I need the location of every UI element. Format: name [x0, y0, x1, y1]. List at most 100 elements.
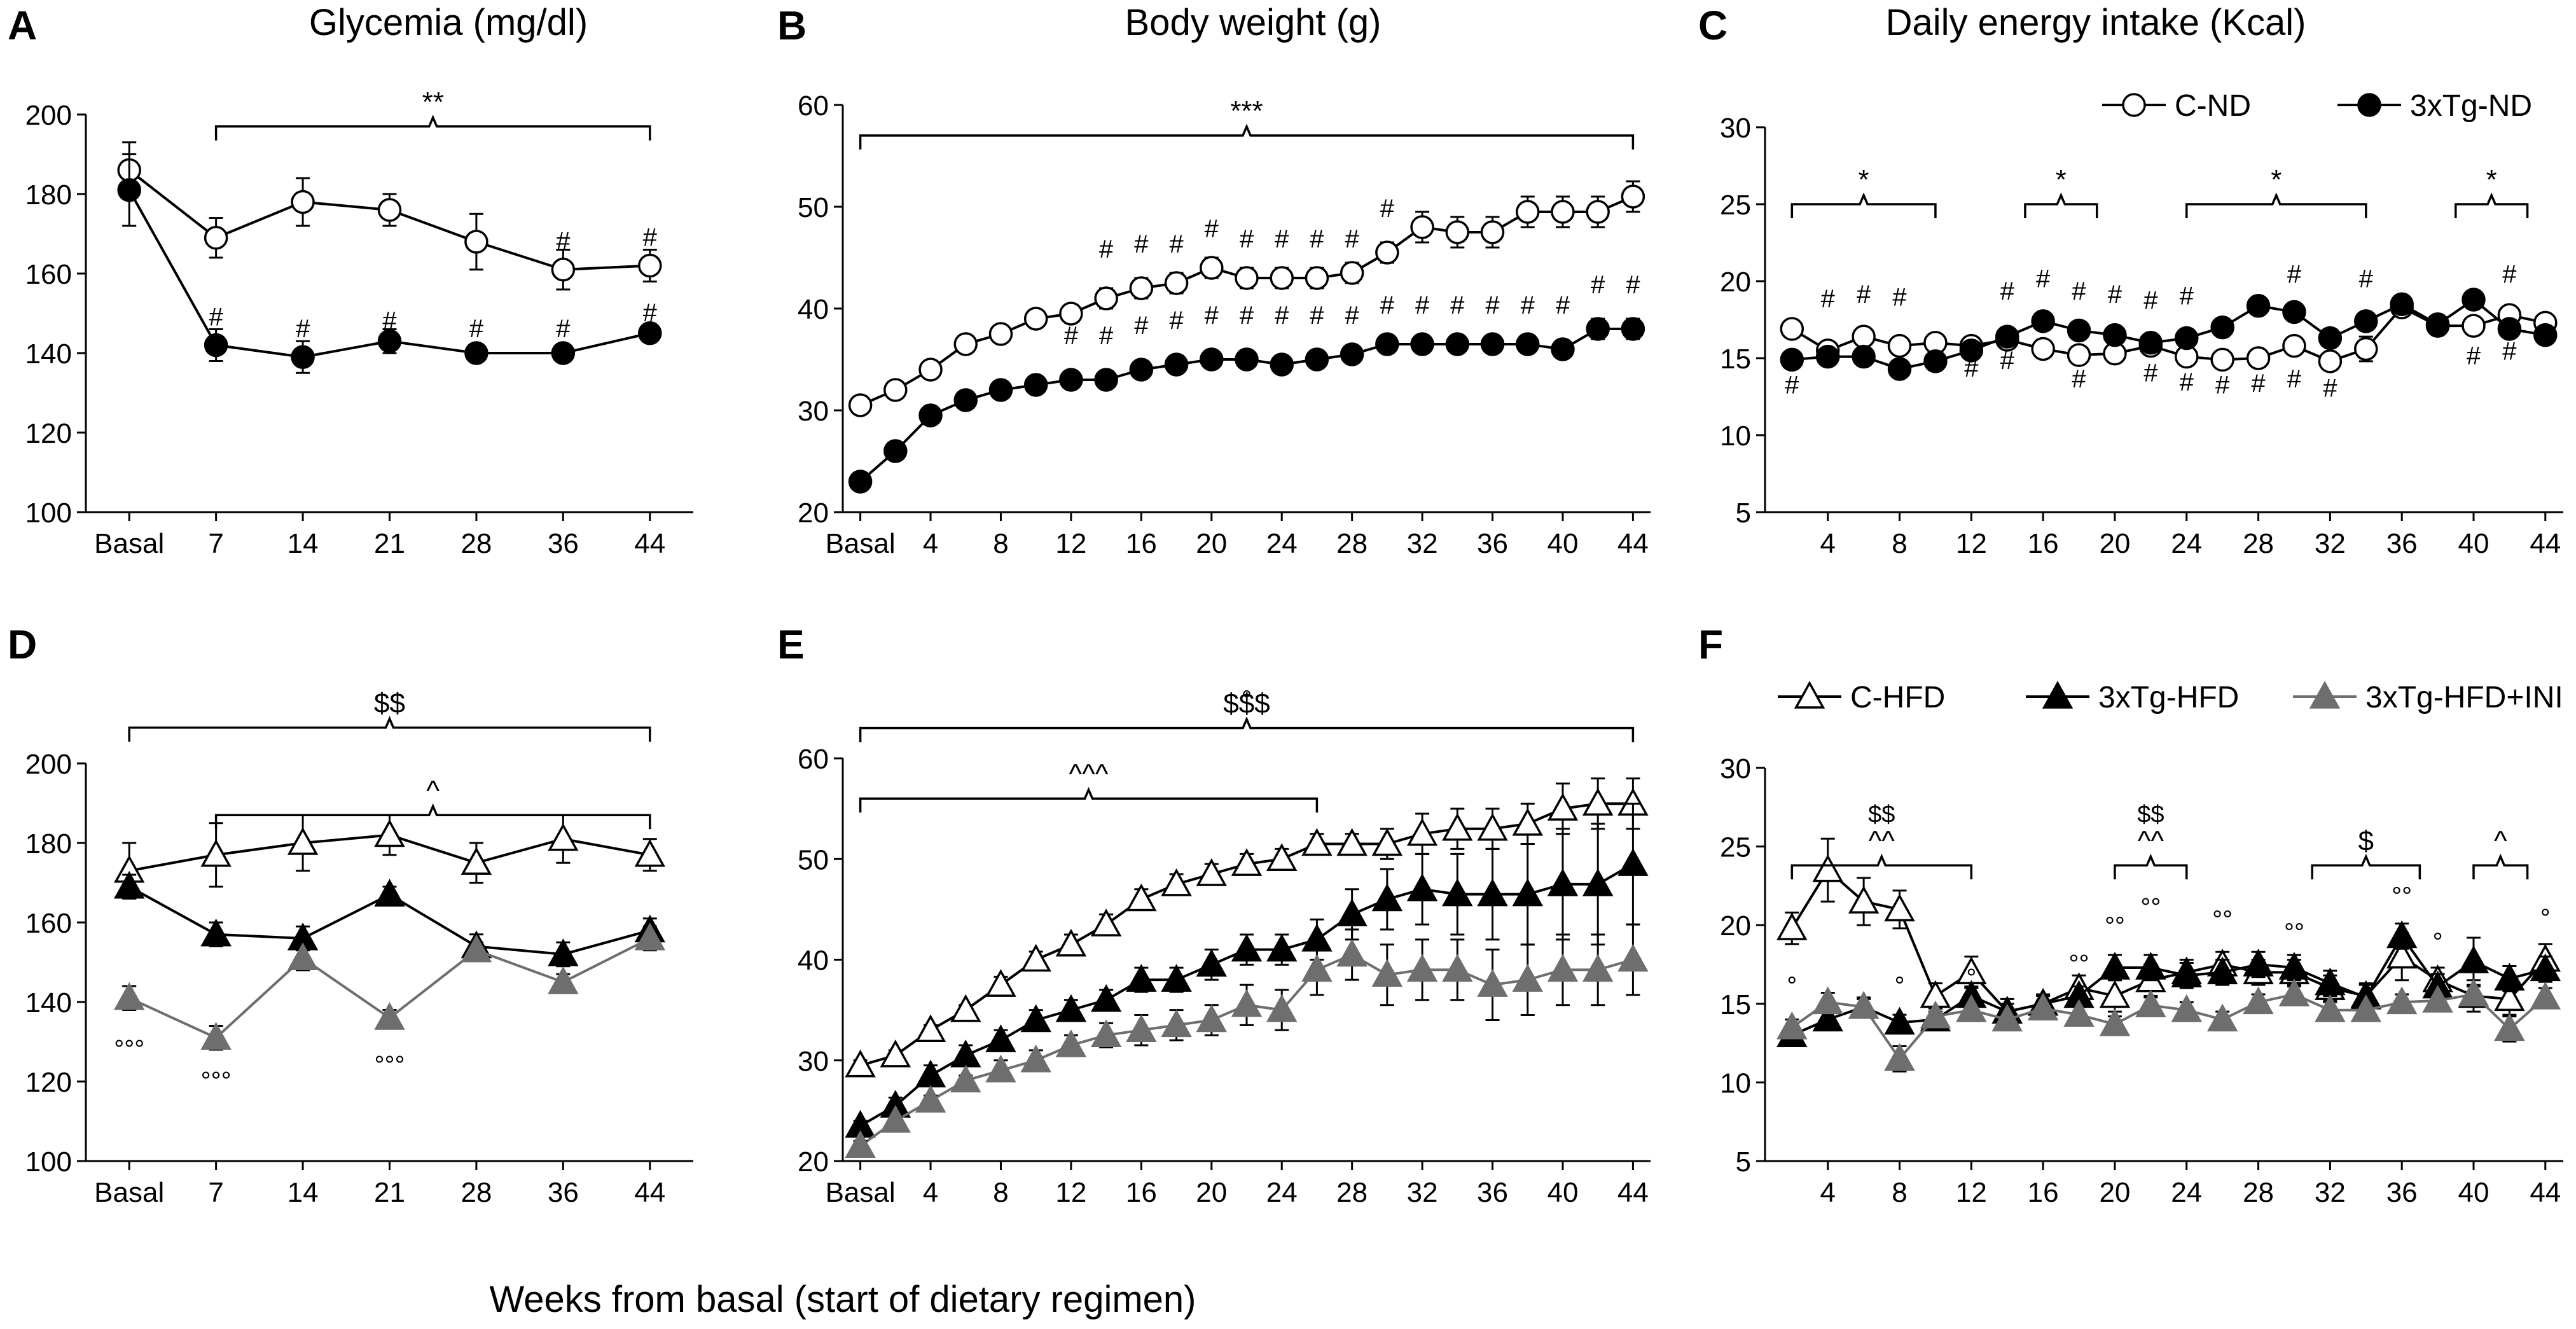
y-tick-label: 180 — [25, 179, 72, 211]
annotation-mark: # — [1275, 225, 1289, 253]
significance-bracket — [128, 716, 651, 742]
significance-bracket — [214, 803, 651, 830]
data-point — [1023, 307, 1048, 331]
data-point — [464, 341, 488, 365]
data-point — [1442, 812, 1473, 841]
x-tick-label: 28 — [460, 528, 492, 559]
data-point — [2171, 959, 2202, 988]
significance-bracket — [859, 786, 1319, 813]
data-point — [1995, 324, 2019, 349]
x-tick-label: 36 — [2386, 528, 2418, 559]
annotation-mark: # — [556, 315, 571, 343]
annotation-mark: # — [2180, 282, 2194, 310]
annotation-mark: # — [2143, 287, 2158, 315]
y-tick-label: 5 — [1736, 498, 1751, 529]
data-point — [2135, 952, 2166, 980]
data-point — [1617, 848, 1649, 876]
data-point — [1059, 368, 1083, 392]
data-point — [2497, 317, 2522, 341]
data-point — [2462, 314, 2486, 338]
data-point — [1090, 1019, 1122, 1047]
data-point — [950, 1064, 981, 1093]
panel-label: E — [777, 622, 805, 667]
data-point — [113, 982, 145, 1010]
data-point — [204, 226, 228, 250]
data-point — [2282, 333, 2306, 358]
data-point — [1812, 854, 1843, 882]
data-point — [1200, 347, 1224, 372]
data-point — [200, 838, 232, 867]
data-point — [377, 329, 402, 353]
data-point — [988, 378, 1013, 402]
data-point — [2067, 343, 2091, 367]
significance-bracket — [2311, 853, 2421, 880]
annotation-mark: # — [1626, 271, 1640, 299]
x-tick-label: 12 — [1956, 1177, 1987, 1208]
y-tick-label: 25 — [1720, 190, 1751, 221]
data-point — [291, 190, 315, 214]
annotation-mark: # — [1556, 291, 1570, 319]
data-point — [374, 1002, 405, 1030]
data-point — [1512, 878, 1543, 907]
x-tick-label: 4 — [1820, 528, 1835, 559]
x-tick-label: 28 — [460, 1177, 492, 1208]
y-tick-label: 200 — [25, 749, 72, 780]
data-point — [1551, 200, 1575, 224]
significance-bracket — [1790, 192, 1937, 218]
annotation-mark: # — [2072, 277, 2086, 305]
data-point — [1090, 908, 1122, 936]
data-point — [1090, 984, 1122, 1012]
x-tick-label: 36 — [2386, 1177, 2418, 1208]
y-tick-label: 100 — [25, 498, 72, 529]
data-point — [2243, 949, 2274, 977]
data-point — [2494, 983, 2525, 1012]
significance-label: ^^^ — [1069, 758, 1109, 790]
x-tick-label: 8 — [993, 1177, 1008, 1208]
annotation-mark: # — [643, 299, 658, 327]
annotation-mark: °° — [2392, 882, 2412, 910]
data-point — [1477, 878, 1508, 907]
data-point — [1442, 954, 1473, 982]
data-point — [1991, 1003, 2023, 1032]
x-tick-label: 44 — [634, 528, 665, 559]
annotation-mark: # — [2072, 365, 2086, 393]
data-point — [1617, 943, 1649, 972]
y-tick-label: 40 — [798, 294, 829, 325]
data-point — [880, 1039, 911, 1068]
panel-c: C Daily energy intake (Kcal) 5 10 15 20 25 30 4 8… — [1698, 2, 2563, 559]
annotation-mark: ° — [1966, 964, 1976, 992]
data-point — [1375, 332, 1399, 356]
data-point — [1266, 933, 1298, 962]
series-line — [1791, 305, 2546, 363]
data-point — [460, 934, 492, 963]
y-tick-label: 30 — [798, 396, 829, 427]
x-tick-label: 28 — [2243, 1177, 2274, 1208]
y-tick-label: 15 — [1720, 344, 1751, 375]
annotation-mark: # — [1205, 215, 1219, 243]
data-point — [1196, 949, 1228, 977]
data-point — [1023, 373, 1048, 397]
annotation-mark: # — [1857, 281, 1871, 309]
data-point — [1515, 200, 1540, 224]
significance-label: * — [2056, 164, 2067, 195]
data-point — [1410, 215, 1434, 239]
panel-title: Daily energy intake (Kcal) — [1886, 2, 2306, 43]
annotation-mark: ° — [2540, 905, 2551, 933]
data-point — [2099, 952, 2131, 980]
significance-bracket — [859, 123, 1635, 150]
data-point — [1129, 358, 1154, 382]
y-tick-label: 25 — [1720, 832, 1751, 863]
annotation-mark: # — [1240, 302, 1254, 330]
data-point — [200, 918, 232, 947]
significance-label: $ — [2358, 825, 2374, 856]
y-tick-label: 30 — [1720, 753, 1751, 784]
annotation-mark: # — [1345, 225, 1360, 253]
annotation-mark: °°° — [114, 1036, 144, 1064]
data-point — [1059, 302, 1083, 326]
data-point — [1621, 317, 1645, 341]
y-tick-label: 30 — [1720, 113, 1751, 144]
annotation-mark: ° — [2433, 928, 2443, 956]
y-tick-label: 20 — [1720, 267, 1751, 298]
significance-label: * — [2271, 164, 2282, 195]
data-point — [883, 378, 908, 402]
